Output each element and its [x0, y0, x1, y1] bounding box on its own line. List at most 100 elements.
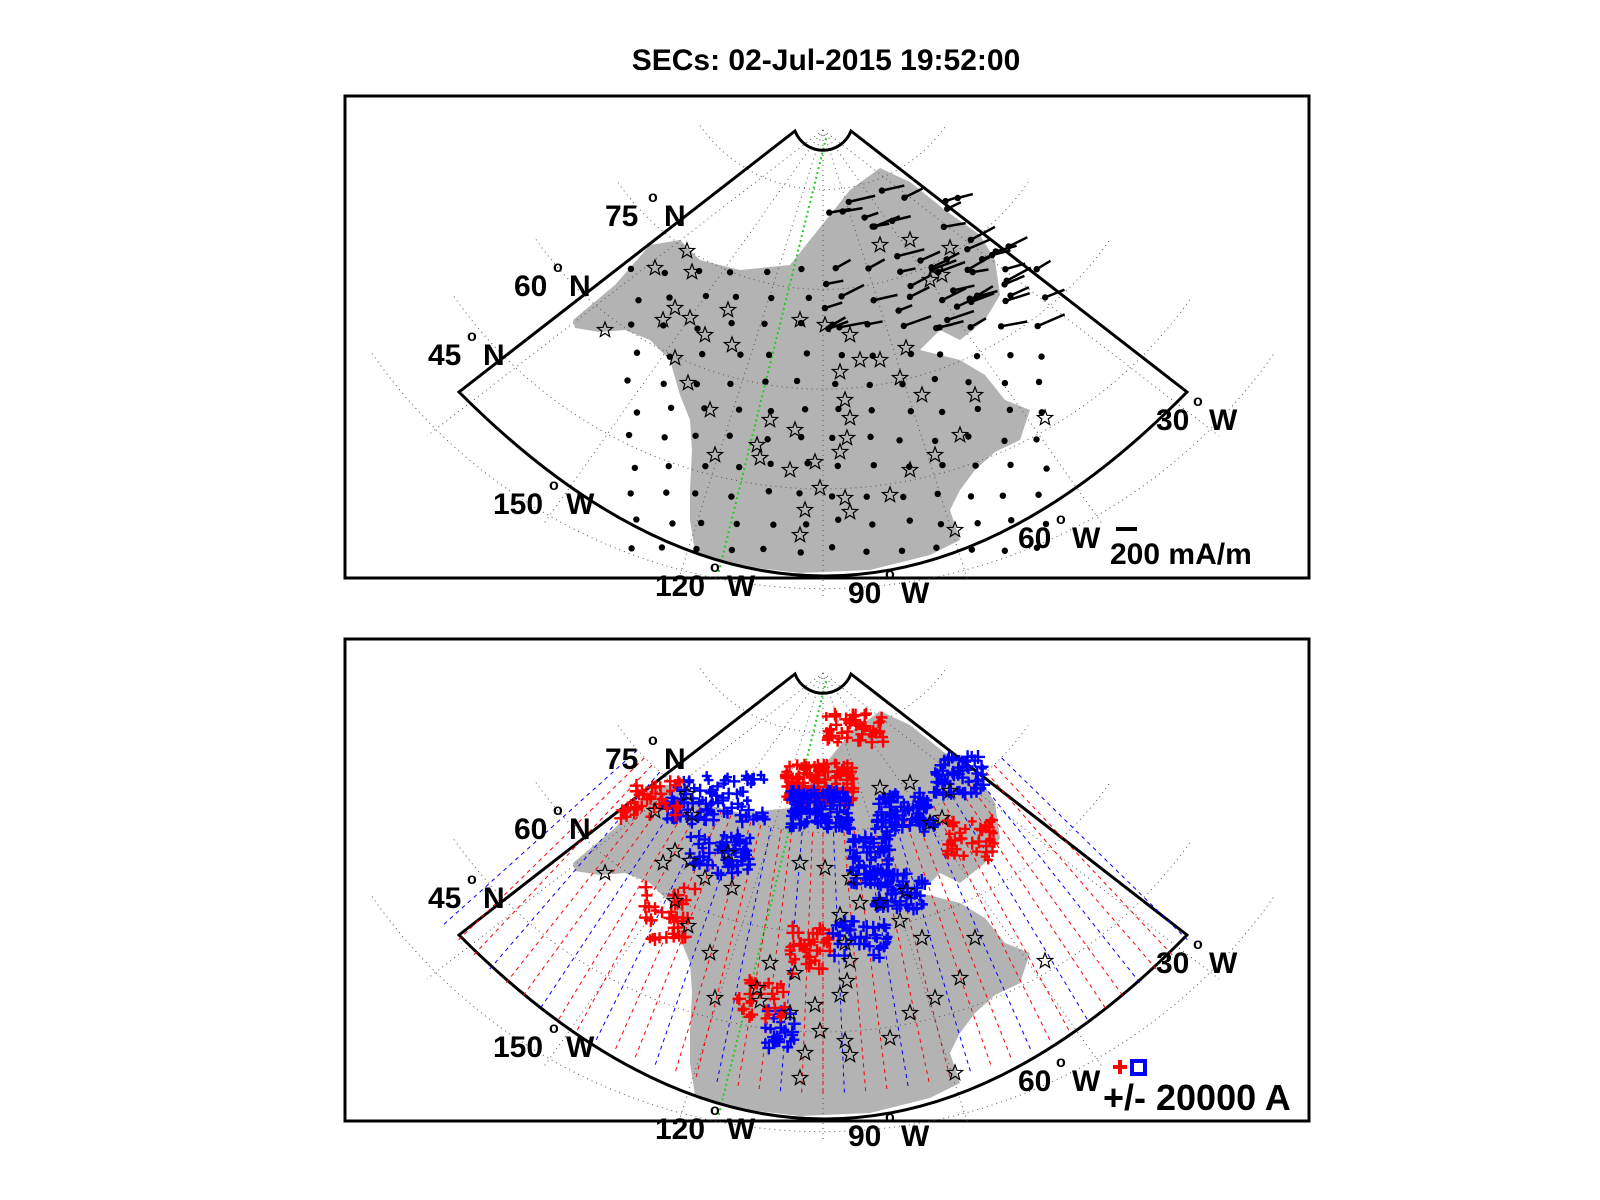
plus-icon — [809, 795, 821, 808]
plus-icon — [736, 801, 747, 812]
plus-icon — [907, 902, 920, 916]
plus-icon — [725, 831, 737, 843]
dot-icon — [764, 268, 771, 276]
plus-icon — [833, 791, 847, 806]
dot-icon — [633, 349, 641, 356]
plus-icon — [832, 791, 841, 800]
plus-icon — [955, 770, 970, 785]
plus-icon — [985, 814, 998, 827]
panel-bottom-labels: 75 o N 60 o N 45 o N 150 o W 120 o W 90 … — [428, 732, 1291, 1153]
plus-icon — [672, 782, 682, 792]
star-outline-icon — [682, 262, 702, 280]
plus-icon — [840, 784, 854, 797]
plus-icon — [804, 808, 815, 819]
dot-icon — [728, 546, 736, 554]
plus-icon — [948, 833, 962, 848]
plus-icon — [989, 828, 998, 838]
plus-icon — [616, 804, 629, 816]
dot-icon — [1042, 520, 1050, 528]
plus-icon — [745, 995, 758, 1008]
dot-icon — [965, 378, 972, 386]
plus-icon — [675, 897, 689, 911]
plus-icon — [895, 819, 910, 834]
plus-icon — [819, 937, 829, 947]
star-outline-icon — [837, 971, 857, 989]
plus-icon — [740, 773, 755, 787]
plus-icon — [790, 810, 801, 821]
plus-icon — [732, 859, 744, 871]
star-outline-icon — [840, 502, 860, 520]
dot-icon — [867, 433, 874, 441]
plus-icon — [923, 800, 933, 810]
star-outline-icon — [795, 1043, 815, 1061]
current-vector — [891, 215, 911, 223]
current-vector — [896, 248, 925, 258]
plus-icon — [870, 823, 881, 834]
plus-icon — [877, 792, 888, 803]
plus-icon — [684, 775, 695, 786]
dot-icon — [627, 321, 635, 328]
star-outline-icon — [645, 801, 665, 819]
plus-icon — [796, 776, 810, 790]
plus-icon — [954, 765, 966, 776]
plus-icon — [669, 779, 681, 791]
figure-title: SECs: 02-Jul-2015 19:52:00 — [632, 44, 1021, 77]
plus-icon — [713, 798, 723, 808]
plus-icon — [774, 1021, 787, 1034]
plus-icon — [973, 775, 983, 784]
plus-icon — [715, 869, 727, 881]
plus-icon — [860, 878, 870, 888]
plus-icon — [842, 813, 855, 826]
dot-icon — [693, 380, 701, 388]
plus-icon — [844, 771, 855, 781]
current-vector — [1036, 259, 1052, 271]
hemisphere-mark: W — [566, 488, 595, 521]
star-outline-icon — [677, 784, 697, 802]
square-icon — [1130, 1059, 1147, 1076]
plus-icon — [762, 1004, 771, 1014]
star-outline-icon — [920, 270, 940, 288]
plus-icon — [783, 1042, 793, 1052]
plus-icon — [942, 838, 954, 851]
dot-icon — [802, 521, 810, 528]
star-outline-icon — [700, 400, 720, 418]
plus-icon — [733, 868, 742, 877]
dot-icon — [625, 431, 633, 439]
plus-icon — [827, 785, 841, 799]
plus-icon — [880, 842, 891, 853]
plus-icon — [719, 831, 729, 840]
plus-icon — [957, 787, 969, 799]
plus-icon — [964, 777, 973, 787]
dot-icon — [869, 521, 876, 528]
plus-icon — [936, 777, 949, 790]
plus-icon — [854, 856, 865, 866]
plus-icon — [643, 901, 655, 913]
plus-icon — [737, 1002, 750, 1015]
current-vector — [1010, 286, 1030, 297]
star-outline-icon — [695, 325, 715, 343]
plus-icon — [843, 924, 856, 937]
plus-icon — [945, 829, 954, 839]
sec-grid-line — [977, 778, 1141, 983]
graticule-meridian — [542, 672, 824, 1069]
plus-icon — [884, 887, 899, 901]
plus-icon — [821, 765, 835, 779]
dot-icon — [735, 406, 743, 413]
plus-icon — [891, 788, 900, 797]
current-vector — [931, 259, 957, 271]
plus-icon — [689, 857, 701, 869]
sec-grid-line — [737, 829, 782, 1086]
plus-icon — [881, 899, 895, 913]
plus-icon — [736, 845, 751, 860]
current-vector — [943, 221, 966, 229]
plus-icon — [881, 923, 891, 933]
star-outline-icon — [830, 442, 850, 460]
star-outline-icon — [815, 858, 835, 876]
plus-icon — [841, 796, 854, 810]
plus-icon — [716, 794, 730, 807]
plus-icon — [972, 834, 986, 849]
plus-icon — [722, 787, 735, 800]
plus-icon — [985, 816, 996, 827]
plus-icon — [621, 801, 634, 814]
plus-icon — [971, 749, 985, 764]
